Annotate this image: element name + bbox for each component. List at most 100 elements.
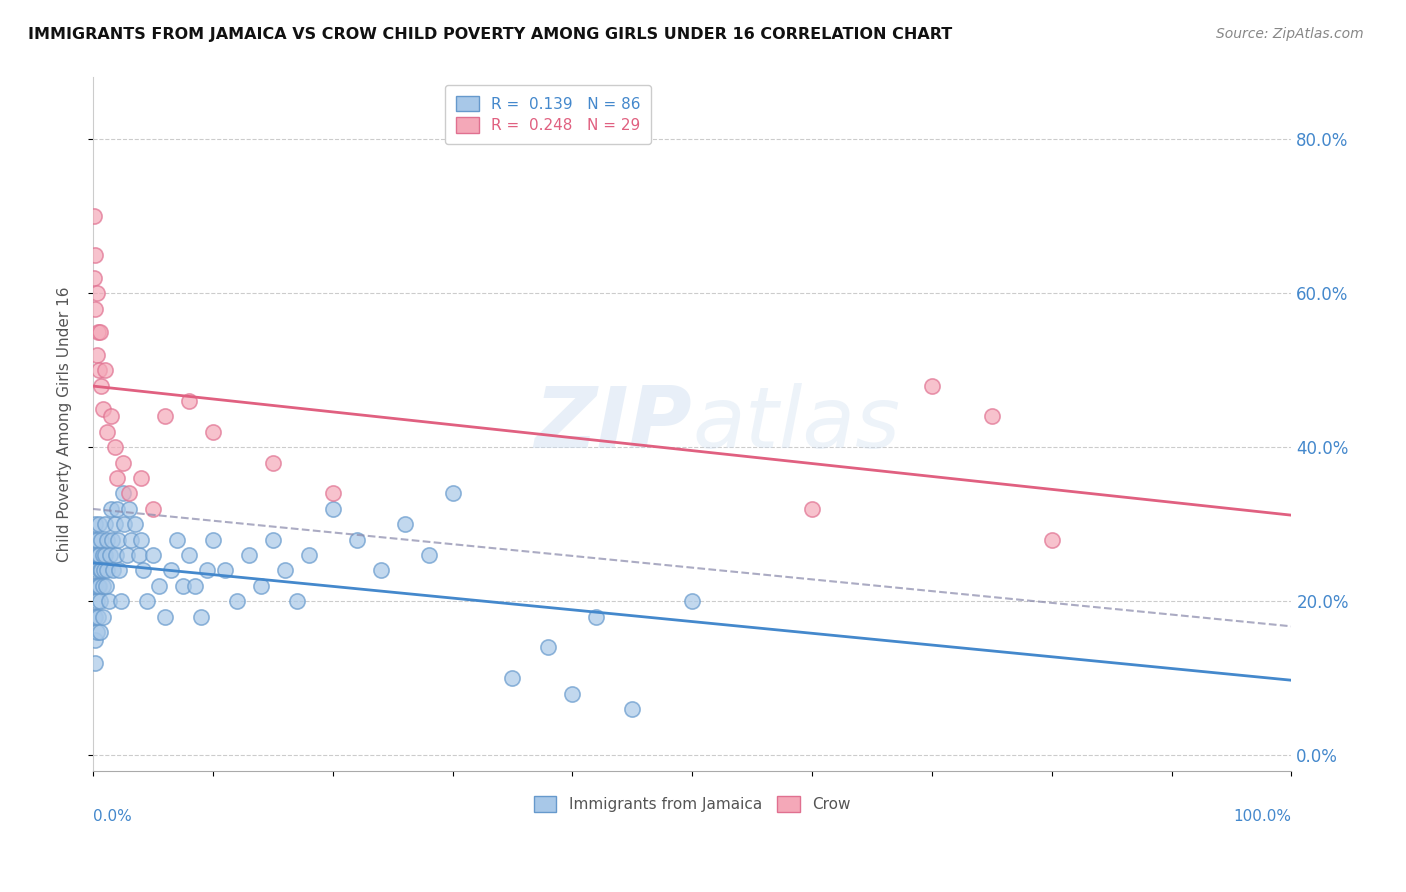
Point — [118, 501, 141, 516]
Point — [87, 609, 110, 624]
Point — [111, 486, 134, 500]
Point — [501, 671, 523, 685]
Point — [112, 517, 135, 532]
Point — [110, 594, 132, 608]
Point — [96, 579, 118, 593]
Point — [195, 563, 218, 577]
Point — [111, 456, 134, 470]
Point — [921, 378, 943, 392]
Point — [249, 579, 271, 593]
Point — [96, 533, 118, 547]
Point — [89, 594, 111, 608]
Point — [94, 548, 117, 562]
Point — [90, 533, 112, 547]
Point — [87, 548, 110, 562]
Point — [107, 533, 129, 547]
Point — [97, 594, 120, 608]
Point — [160, 563, 183, 577]
Point — [128, 548, 150, 562]
Point — [322, 486, 344, 500]
Point — [96, 563, 118, 577]
Point — [148, 579, 170, 593]
Point — [90, 563, 112, 577]
Point — [115, 548, 138, 562]
Point — [89, 625, 111, 640]
Point — [84, 609, 107, 624]
Point — [132, 563, 155, 577]
Point — [285, 594, 308, 608]
Point — [108, 563, 131, 577]
Point — [87, 548, 110, 562]
Point — [84, 632, 107, 647]
Point — [346, 533, 368, 547]
Point — [87, 325, 110, 339]
Text: 100.0%: 100.0% — [1233, 809, 1292, 824]
Point — [105, 471, 128, 485]
Point — [537, 640, 560, 655]
Text: atlas: atlas — [692, 383, 900, 466]
Point — [129, 533, 152, 547]
Point — [83, 609, 105, 624]
Point — [87, 363, 110, 377]
Point — [120, 533, 142, 547]
Point — [172, 579, 194, 593]
Point — [142, 548, 165, 562]
Point — [322, 501, 344, 516]
Y-axis label: Child Poverty Among Girls Under 16: Child Poverty Among Girls Under 16 — [58, 286, 72, 562]
Point — [214, 563, 236, 577]
Point — [83, 556, 105, 570]
Point — [105, 501, 128, 516]
Point — [103, 563, 125, 577]
Point — [153, 609, 176, 624]
Point — [201, 533, 224, 547]
Point — [262, 533, 284, 547]
Point — [86, 533, 108, 547]
Point — [103, 440, 125, 454]
Text: IMMIGRANTS FROM JAMAICA VS CROW CHILD POVERTY AMONG GIRLS UNDER 16 CORRELATION C: IMMIGRANTS FROM JAMAICA VS CROW CHILD PO… — [28, 27, 952, 42]
Point — [101, 533, 124, 547]
Point — [98, 548, 121, 562]
Point — [89, 563, 111, 577]
Point — [129, 471, 152, 485]
Point — [441, 486, 464, 500]
Point — [87, 517, 110, 532]
Point — [84, 548, 107, 562]
Text: ZIP: ZIP — [534, 383, 692, 466]
Point — [298, 548, 321, 562]
Point — [83, 209, 105, 223]
Point — [681, 594, 703, 608]
Point — [91, 548, 114, 562]
Point — [980, 409, 1002, 424]
Point — [100, 409, 122, 424]
Point — [100, 501, 122, 516]
Point — [83, 270, 105, 285]
Point — [153, 409, 176, 424]
Point — [621, 702, 644, 716]
Text: Source: ZipAtlas.com: Source: ZipAtlas.com — [1216, 27, 1364, 41]
Point — [83, 533, 105, 547]
Point — [104, 548, 127, 562]
Point — [96, 425, 118, 439]
Point — [201, 425, 224, 439]
Point — [177, 548, 200, 562]
Point — [83, 579, 105, 593]
Legend: Immigrants from Jamaica, Crow: Immigrants from Jamaica, Crow — [527, 790, 858, 819]
Point — [124, 517, 146, 532]
Point — [86, 594, 108, 608]
Point — [418, 548, 440, 562]
Point — [87, 579, 110, 593]
Point — [89, 325, 111, 339]
Point — [166, 533, 188, 547]
Point — [84, 579, 107, 593]
Point — [184, 579, 207, 593]
Point — [394, 517, 416, 532]
Point — [103, 517, 125, 532]
Point — [86, 286, 108, 301]
Point — [84, 301, 107, 316]
Point — [585, 609, 607, 624]
Point — [90, 378, 112, 392]
Point — [177, 394, 200, 409]
Point — [190, 609, 212, 624]
Point — [94, 517, 117, 532]
Point — [136, 594, 159, 608]
